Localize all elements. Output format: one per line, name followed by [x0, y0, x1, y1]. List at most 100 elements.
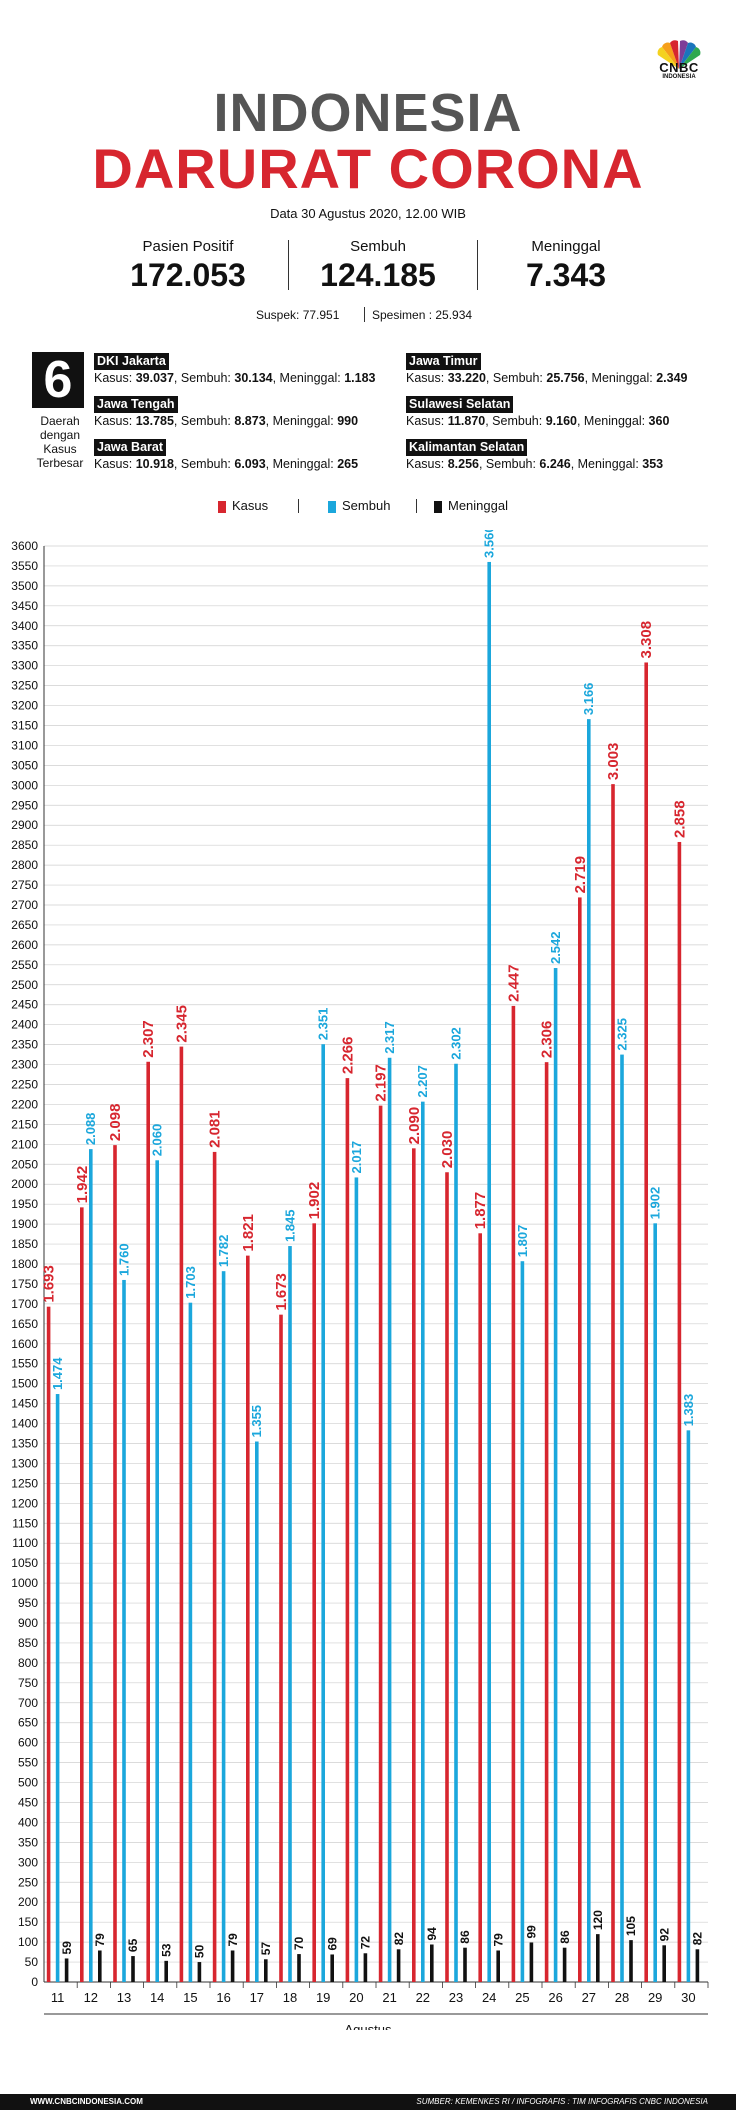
data-label-kasus: 2.197: [373, 1064, 390, 1102]
divider: [288, 240, 289, 290]
bar-sembuh: [387, 1057, 392, 1982]
data-label-meninggal: 120: [591, 1910, 605, 1930]
data-label-sembuh: 1.845: [282, 1210, 297, 1243]
data-label-sembuh: 2.317: [382, 1021, 397, 1054]
data-label-kasus: 3.308: [638, 621, 655, 659]
x-tick-label: 26: [548, 1990, 562, 2005]
y-tick-label: 2750: [11, 878, 38, 892]
bar-meninggal: [629, 1940, 633, 1982]
y-tick-label: 1850: [11, 1237, 38, 1251]
x-tick-label: 23: [449, 1990, 463, 2005]
data-label-kasus: 3.003: [605, 743, 622, 781]
data-label-sembuh: 2.542: [548, 931, 563, 964]
x-tick-label: 28: [615, 1990, 629, 2005]
footer-source: SUMBER: KEMENKES RI / INFOGRAFIS : TIM I…: [416, 2097, 708, 2106]
y-tick-label: 1500: [11, 1377, 38, 1391]
y-tick-label: 1800: [11, 1257, 38, 1271]
y-tick-label: 950: [18, 1596, 38, 1610]
y-tick-label: 1650: [11, 1317, 38, 1331]
y-tick-label: 700: [18, 1696, 38, 1710]
y-tick-label: 1450: [11, 1397, 38, 1411]
bar-sembuh: [255, 1441, 259, 1982]
y-tick-label: 300: [18, 1855, 38, 1869]
divider: [416, 499, 417, 513]
data-label-meninggal: 70: [292, 1936, 306, 1950]
bar-sembuh: [653, 1223, 657, 1982]
x-tick-label: 17: [250, 1990, 264, 2005]
region-item: Sulawesi Selatan Kasus: 11.870, Sembuh: 9…: [406, 396, 669, 430]
x-tick-label: 21: [382, 1990, 396, 2005]
region-name: DKI Jakarta: [94, 353, 169, 370]
bar-kasus: [677, 841, 682, 1982]
legend-label: Sembuh: [342, 498, 391, 513]
data-label-meninggal: 65: [126, 1938, 140, 1952]
bar-sembuh: [421, 1101, 425, 1982]
bar-kasus: [511, 1005, 516, 1982]
y-tick-label: 1900: [11, 1217, 38, 1231]
data-label-meninggal: 57: [259, 1942, 273, 1956]
data-label-meninggal: 86: [558, 1930, 572, 1944]
data-label-sembuh: 2.302: [448, 1027, 463, 1060]
y-tick-label: 1200: [11, 1496, 38, 1510]
data-label-meninggal: 69: [325, 1937, 339, 1951]
y-tick-label: 100: [18, 1935, 38, 1949]
region-name: Kalimantan Selatan: [406, 439, 528, 456]
bar-meninggal: [529, 1942, 534, 1982]
stat-label: Meninggal: [531, 238, 601, 255]
logo-subtext: INDONESIA: [662, 74, 696, 80]
bar-meninggal: [662, 1945, 666, 1982]
bar-meninggal: [330, 1954, 334, 1982]
y-tick-label: 2000: [11, 1177, 38, 1191]
data-label-kasus: 2.266: [339, 1037, 356, 1075]
bar-kasus: [212, 1151, 217, 1982]
y-tick-label: 3000: [11, 778, 38, 792]
bar-meninggal: [264, 1959, 268, 1982]
data-label-kasus: 2.081: [207, 1110, 224, 1148]
bar-kasus: [312, 1223, 316, 1982]
data-label-kasus: 2.345: [173, 1005, 190, 1043]
y-tick-label: 2850: [11, 838, 38, 852]
x-tick-label: 25: [515, 1990, 529, 2005]
y-tick-label: 2550: [11, 958, 38, 972]
x-tick-label: 13: [117, 1990, 131, 2005]
data-label-meninggal: 53: [159, 1943, 173, 1957]
y-tick-label: 1950: [11, 1197, 38, 1211]
y-tick-label: 1000: [11, 1576, 38, 1590]
y-tick-label: 550: [18, 1756, 38, 1770]
y-tick-label: 2200: [11, 1097, 38, 1111]
x-tick-label: 16: [216, 1990, 230, 2005]
data-label-kasus: 1.673: [273, 1273, 290, 1311]
data-label-meninggal: 82: [691, 1932, 705, 1946]
data-label-meninggal: 72: [359, 1936, 373, 1950]
x-tick-label: 15: [183, 1990, 197, 2005]
stat-positif: Pasien Positif 172.053: [98, 238, 278, 294]
x-tick-label: 24: [482, 1990, 496, 2005]
title-line2: DARURAT CORONA: [92, 137, 644, 200]
legend-kasus: Kasus: [218, 498, 268, 513]
bar-sembuh: [354, 1177, 359, 1982]
region-name: Jawa Barat: [94, 439, 167, 456]
bar-meninggal: [297, 1954, 301, 1982]
bar-sembuh: [553, 968, 558, 1982]
stat-label: Sembuh: [350, 238, 406, 255]
y-tick-label: 0: [31, 1975, 38, 1989]
bar-kasus: [611, 784, 615, 1982]
data-label-sembuh: 3.560: [482, 530, 497, 558]
x-tick-label: 29: [648, 1990, 662, 2005]
bar-kasus: [644, 662, 648, 1982]
bar-sembuh: [587, 719, 591, 1982]
data-label-meninggal: 50: [193, 1944, 207, 1958]
data-label-meninggal: 105: [624, 1916, 638, 1936]
x-tick-label: 11: [51, 1990, 65, 2005]
data-label-sembuh: 2.351: [316, 1008, 331, 1041]
y-tick-label: 2350: [11, 1038, 38, 1052]
y-tick-label: 600: [18, 1736, 38, 1750]
bar-meninggal: [131, 1956, 135, 1982]
region-count-badge: 6: [32, 352, 84, 408]
bar-kasus: [146, 1061, 150, 1982]
stat-value: 172.053: [130, 257, 246, 293]
data-label-sembuh: 2.060: [150, 1124, 165, 1157]
divider: [477, 240, 478, 290]
y-tick-label: 2600: [11, 938, 38, 952]
data-label-kasus: 2.719: [572, 856, 589, 894]
